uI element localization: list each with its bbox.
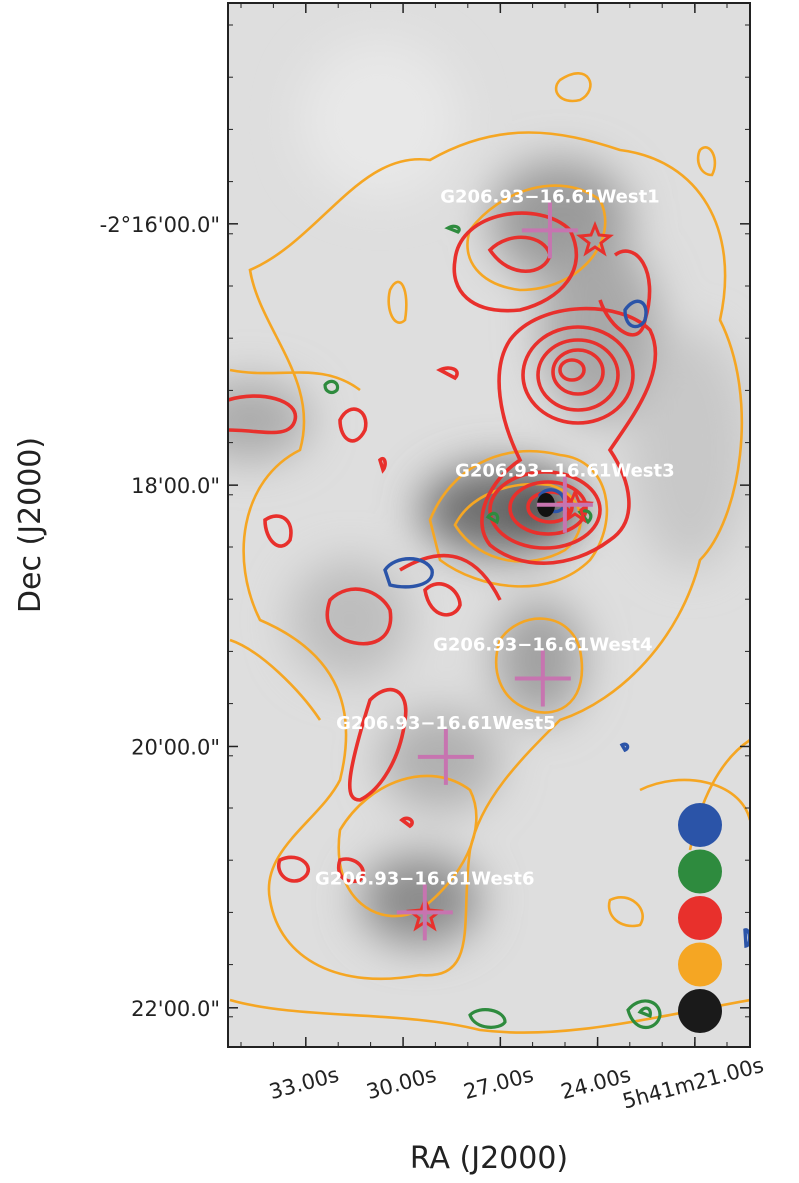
y-tick-label: 18'00.0" (131, 474, 220, 498)
source-label: G206.93−16.61West6 (315, 868, 535, 889)
legend-swatch (678, 989, 722, 1033)
source-label: G206.93−16.61West4 (433, 635, 653, 656)
x-tick-label: 5h41m21.00s (620, 1053, 766, 1114)
legend-swatch (678, 850, 722, 894)
legend (678, 803, 722, 1033)
source-label: G206.93−16.61West1 (440, 186, 660, 207)
legend-swatch (678, 803, 722, 847)
plot-area: G206.93−16.61West1 G206.93−16.61West3 G206… (190, 3, 750, 1047)
x-tick-label: 33.00s (267, 1062, 342, 1104)
x-tick-label: 30.00s (364, 1062, 439, 1104)
legend-swatch (678, 896, 722, 940)
y-tick-label: -2°16'00.0" (100, 213, 220, 237)
x-tick-label: 27.00s (461, 1062, 536, 1104)
y-axis-label: Dec (J2000) (13, 437, 48, 613)
y-tick-label: 22'00.0" (131, 997, 220, 1021)
source-label: G206.93−16.61West5 (336, 713, 556, 734)
y-tick-label: 20'00.0" (131, 735, 220, 759)
chart: G206.93−16.61West1 G206.93−16.61West3 G206… (0, 0, 799, 1179)
legend-swatch (678, 943, 722, 987)
x-axis-label: RA (J2000) (410, 1141, 568, 1176)
source-label: G206.93−16.61West3 (455, 461, 675, 482)
